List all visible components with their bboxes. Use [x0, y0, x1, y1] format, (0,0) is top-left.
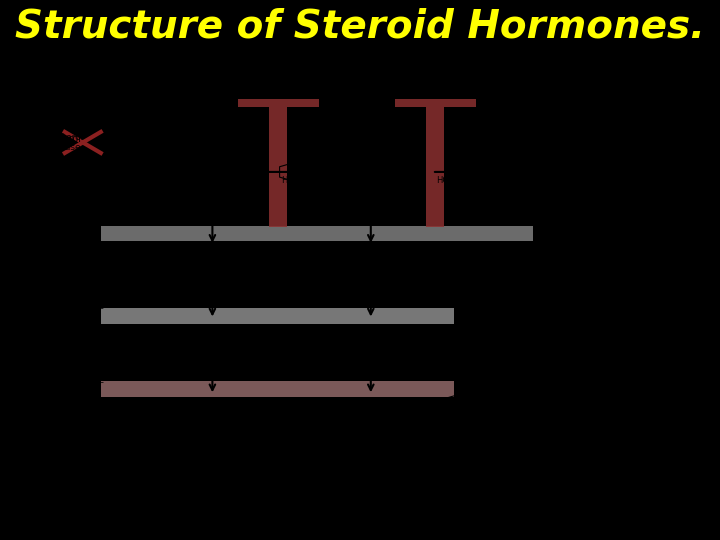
Text: 17-Hydroxy-
progesterone: 17-Hydroxy- progesterone — [320, 284, 385, 305]
Text: Sulfo-
kinase: Sulfo- kinase — [601, 131, 630, 150]
Bar — [238, 99, 319, 106]
Bar — [101, 381, 454, 397]
Text: C=O: C=O — [361, 147, 381, 156]
Text: 17-Hydroxy-
pregnenolone: 17-Hydroxy- pregnenolone — [319, 197, 387, 219]
Text: HO: HO — [289, 408, 302, 416]
Bar — [426, 106, 444, 227]
Text: HO: HO — [134, 408, 147, 416]
Text: Corticosterone: Corticosterone — [158, 440, 230, 449]
Text: Testosterone: Testosterone — [505, 332, 567, 342]
Text: Cholesterol: Cholesterol — [27, 134, 81, 144]
Text: Estradiol: Estradiol — [522, 397, 565, 407]
Text: HO: HO — [436, 176, 449, 185]
Text: CH₃: CH₃ — [204, 129, 220, 138]
Text: C=O: C=O — [202, 143, 222, 151]
Text: O: O — [126, 180, 133, 189]
Text: HO: HO — [127, 167, 140, 177]
Text: Figure 20–8.  Outline of hormone biosynthesis in the zona fasciculata and zona r: Figure 20–8. Outline of hormone biosynth… — [14, 485, 717, 518]
Text: ···OH: ···OH — [361, 152, 381, 161]
Text: ACTH: ACTH — [99, 122, 125, 132]
Bar — [395, 99, 476, 106]
Text: O: O — [277, 268, 284, 278]
Text: HO: HO — [282, 176, 294, 185]
Bar — [101, 226, 533, 241]
Text: 11β-Hydroxylase: 11β-Hydroxylase — [29, 376, 105, 385]
Bar — [269, 106, 287, 227]
Text: O: O — [126, 268, 133, 278]
Text: O: O — [472, 256, 479, 265]
Text: O: O — [446, 180, 454, 189]
Text: 11-Deoxy-
corticosterone: 11-Deoxy- corticosterone — [154, 361, 225, 383]
Text: Structure of Steroid Hormones.: Structure of Steroid Hormones. — [15, 8, 705, 46]
Text: O: O — [277, 345, 284, 353]
Text: Dehydroepiandros-
terone: Dehydroepiandros- terone — [490, 199, 583, 221]
Text: 21β-Hydroxylase: 21β-Hydroxylase — [29, 302, 105, 311]
Text: ACTH: ACTH — [101, 134, 127, 144]
Text: Pregnenolone: Pregnenolone — [161, 193, 228, 203]
Text: Cholesterol
desmolase: Cholesterol desmolase — [32, 133, 84, 152]
Text: O: O — [126, 345, 133, 353]
Text: Progesterone: Progesterone — [162, 284, 227, 294]
Bar — [101, 308, 454, 323]
Text: 3β-Hydroxysteroid
dehydrogenase: 3β-Hydroxysteroid dehydrogenase — [27, 217, 111, 237]
Text: O: O — [126, 422, 133, 431]
Text: 17,20 Lyase: 17,20 Lyase — [406, 73, 465, 83]
Text: CH₃: CH₃ — [363, 133, 379, 143]
Text: Androstenedione: Androstenedione — [491, 284, 575, 294]
Text: Cortisol: Cortisol — [334, 440, 372, 449]
Text: 11-Deoxycortisol: 11-Deoxycortisol — [312, 358, 394, 368]
Text: O: O — [472, 327, 479, 336]
Text: 17α-Hydroxylase: 17α-Hydroxylase — [236, 73, 318, 83]
Text: DHEA
sulfate: DHEA sulfate — [646, 168, 679, 190]
